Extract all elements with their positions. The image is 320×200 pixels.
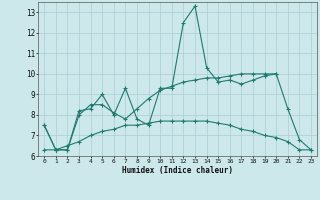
X-axis label: Humidex (Indice chaleur): Humidex (Indice chaleur) [122,166,233,175]
